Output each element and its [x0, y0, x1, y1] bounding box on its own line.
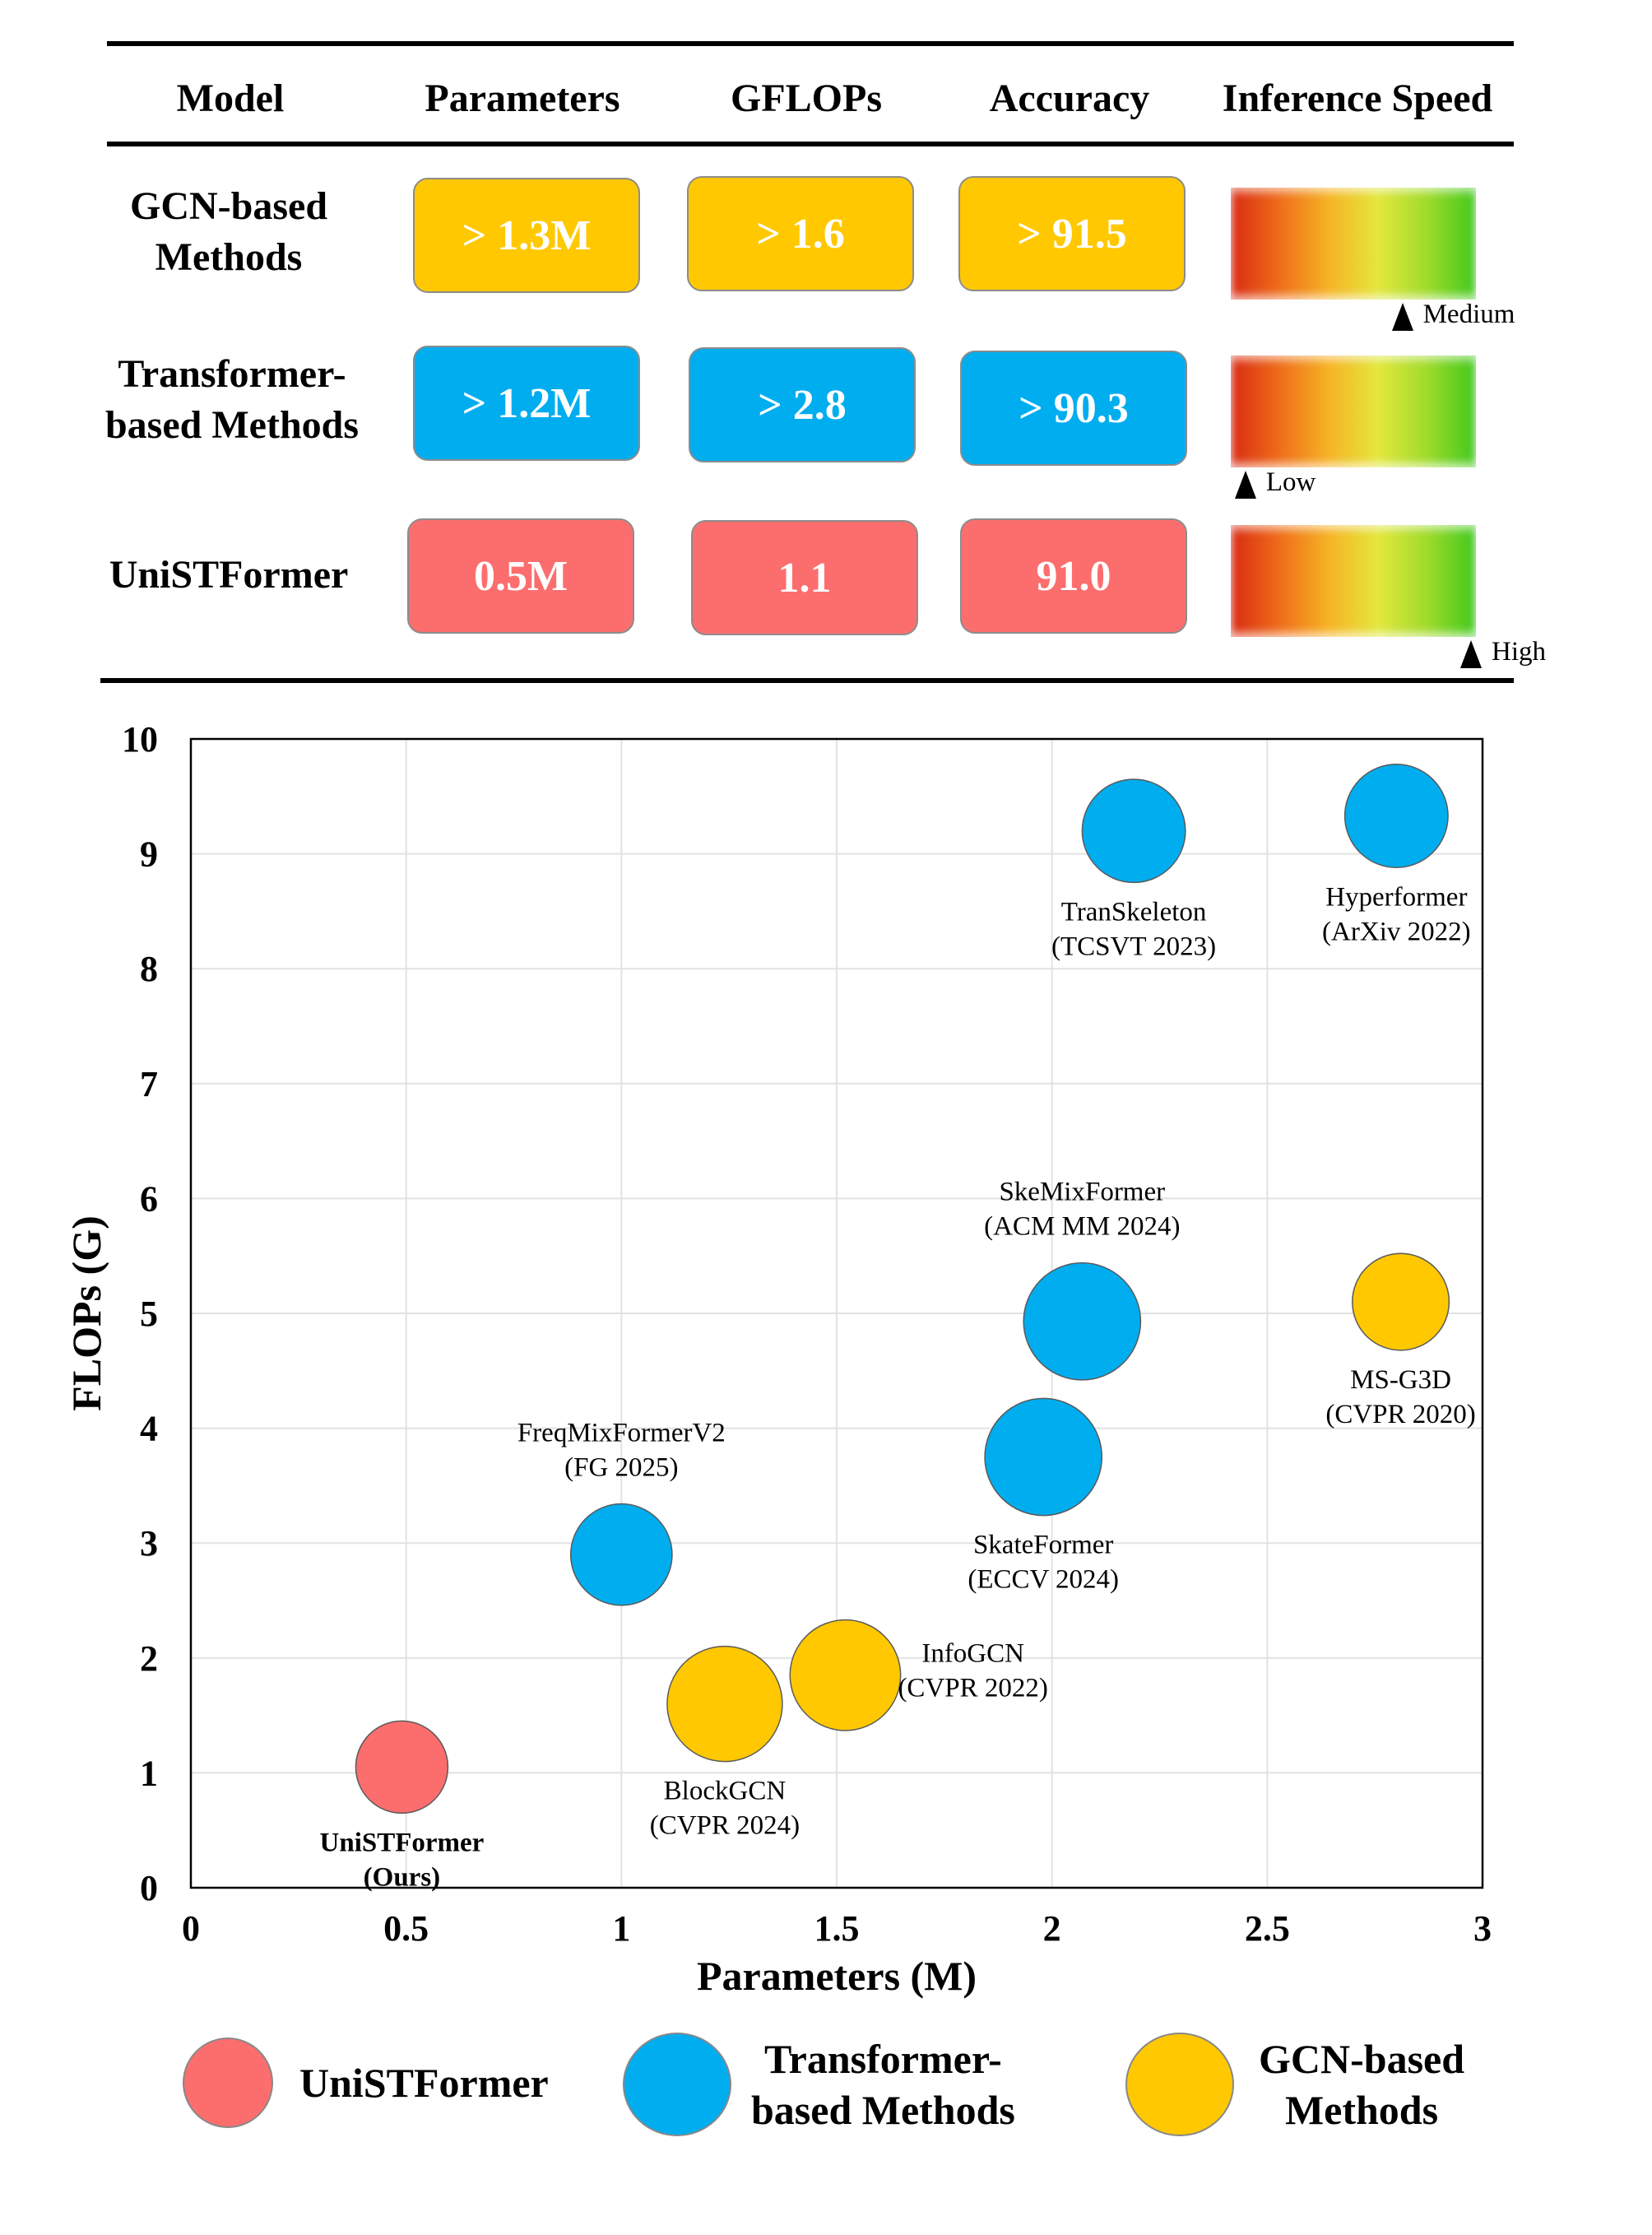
y-tick-label: 2 [140, 1638, 158, 1679]
point-label-name: BlockGCN [664, 1777, 787, 1806]
x-tick-label: 0.5 [383, 1908, 429, 1949]
header-accuracy: Accuracy [989, 77, 1150, 120]
y-tick-label: 8 [140, 949, 158, 989]
transformer-speed-marker: Low [1234, 466, 1316, 499]
legend-swatch-gcn [1125, 2033, 1234, 2136]
unistformer-accuracy-cell: 91.0 [960, 518, 1187, 634]
triangle-marker-icon [1391, 303, 1413, 331]
bubble-chart: 0 0.5 1 1.5 2 2.5 3 0 1 2 3 4 5 6 7 8 9 10 Parameters (M) F… [63, 719, 1492, 1999]
row-label-unistformer: UniSTFormer [109, 553, 349, 597]
transformer-accuracy-cell: > 90.3 [960, 351, 1187, 466]
gcn-speed-bar [1231, 188, 1476, 300]
header-parameters: Parameters [425, 77, 620, 120]
unistformer-parameters-cell: 0.5M [407, 518, 634, 634]
point-label-name: SkateFormer [973, 1531, 1113, 1560]
x-tick-label: 1.5 [814, 1908, 860, 1949]
unistformer-gflops-cell: 1.1 [691, 520, 918, 635]
bubble-skateformer [984, 1397, 1103, 1517]
point-label-name: TranSkeleton [1061, 897, 1207, 927]
transformer-speed-label: Low [1265, 467, 1316, 497]
point-label-venue: (ECCV 2024) [968, 1565, 1119, 1595]
header-gflops: GFLOPs [730, 77, 882, 120]
x-tick-label: 2.5 [1245, 1908, 1290, 1949]
y-tick-label: 9 [140, 834, 158, 875]
legend-swatch-unistformer [183, 2038, 273, 2128]
gcn-gflops-cell: > 1.6 [687, 176, 914, 291]
header-inference-speed: Inference Speed [1222, 77, 1493, 120]
unistformer-speed-bar [1231, 525, 1476, 637]
legend-item-gcn: GCN-based Methods [1125, 2033, 1464, 2136]
gcn-accuracy-cell: > 91.5 [958, 176, 1186, 291]
point-label-venue: (FG 2025) [564, 1453, 678, 1483]
header-model: Model [176, 77, 285, 120]
x-tick-label: 3 [1473, 1908, 1492, 1949]
row-label-transformer: Transformer- based Methods [104, 352, 360, 447]
y-tick-label: 7 [140, 1064, 158, 1104]
unistformer-speed-marker: High [1460, 635, 1546, 668]
bubble-infogcn [789, 1619, 902, 1731]
point-label-name: FreqMixFormerV2 [517, 1419, 726, 1448]
bubble-hyperformer [1343, 764, 1449, 869]
x-tick-label: 1 [612, 1908, 630, 1949]
legend-item-unistformer: UniSTFormer [183, 2038, 549, 2128]
point-label-name: Hyperformer [1325, 882, 1467, 912]
x-axis-label: Parameters (M) [697, 1953, 977, 1999]
point-label-venue: (CVPR 2020) [1325, 1400, 1475, 1429]
point-label-venue: (Ours) [364, 1862, 441, 1892]
triangle-marker-icon [1234, 471, 1256, 499]
y-tick-label: 5 [140, 1294, 158, 1334]
transformer-gflops-cell: > 2.8 [689, 347, 916, 462]
point-label-name: MS-G3D [1350, 1365, 1451, 1395]
legend-label-unistformer: UniSTFormer [299, 2060, 549, 2106]
gcn-parameters-cell: > 1.3M [413, 178, 640, 293]
transformer-speed-bar [1231, 355, 1476, 467]
table-top-rule [107, 41, 1514, 46]
point-label-venue: (ACM MM 2024) [984, 1212, 1180, 1242]
bubble-skemixformer [1023, 1262, 1142, 1381]
gcn-speed-marker: Medium [1391, 298, 1515, 331]
point-label-venue: (CVPR 2022) [898, 1674, 1047, 1703]
bubble-transkeleton [1081, 778, 1186, 884]
legend-item-transformer: Transformer- based Methods [623, 2033, 1015, 2136]
x-tick-label: 0 [182, 1908, 200, 1949]
bubble-blockgcn [666, 1645, 783, 1763]
row-label-gcn: GCN-based Methods [129, 184, 328, 279]
point-label-venue: (TCSVT 2023) [1051, 932, 1216, 961]
bubble-freqmixformerv2 [569, 1503, 673, 1606]
y-tick-label: 1 [140, 1753, 158, 1793]
y-axis-label: FLOPs (G) [63, 1215, 109, 1410]
transformer-parameters-cell: > 1.2M [413, 346, 640, 461]
y-tick-label: 6 [140, 1178, 158, 1219]
y-tick-label: 4 [140, 1409, 158, 1449]
legend-swatch-transformer [623, 2033, 731, 2136]
y-tick-label: 10 [122, 719, 158, 760]
table-bottom-rule [100, 678, 1514, 683]
unistformer-speed-label: High [1492, 637, 1547, 667]
point-label-venue: (CVPR 2024) [650, 1811, 800, 1841]
point-label-name: SkeMixFormer [999, 1178, 1165, 1207]
y-tick-label: 3 [140, 1523, 158, 1564]
legend-label-gcn: GCN-based Methods [1259, 2036, 1465, 2133]
point-label-name: UniSTFormer [320, 1828, 485, 1857]
gcn-speed-label: Medium [1422, 300, 1515, 329]
bubble-unistformer [355, 1720, 449, 1814]
triangle-marker-icon [1460, 640, 1483, 668]
point-label-name: InfoGCN [921, 1639, 1024, 1669]
bubble-ms-g3d [1352, 1252, 1450, 1351]
plot-frame [189, 737, 1484, 1889]
x-tick-label: 2 [1043, 1908, 1061, 1949]
legend-label-transformer: Transformer- based Methods [751, 2036, 1015, 2133]
point-label-venue: (ArXiv 2022) [1322, 917, 1471, 946]
y-tick-label: 0 [140, 1868, 158, 1908]
table-header-rule [107, 142, 1514, 146]
